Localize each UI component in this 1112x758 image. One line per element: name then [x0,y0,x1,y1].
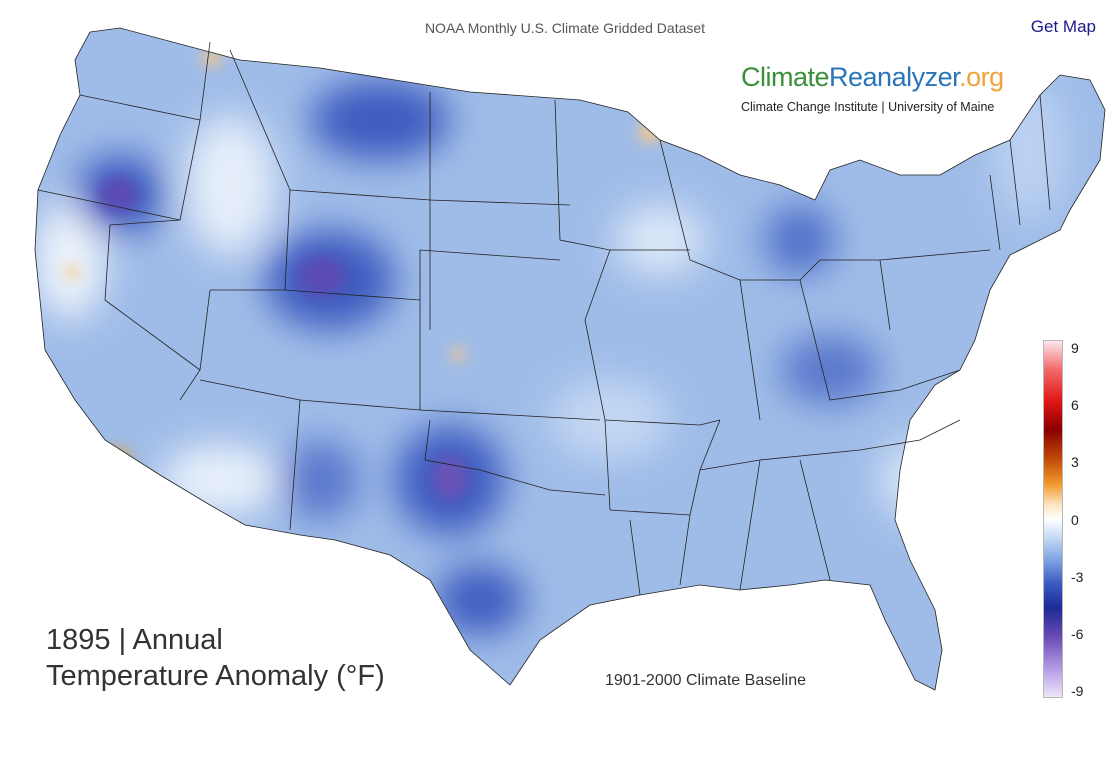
legend-tick-label: 0 [1071,511,1079,528]
brand-part-climate: Climate [741,62,830,92]
legend-tick-label: -3 [1071,568,1084,585]
legend-tick-label: -6 [1071,625,1084,642]
legend-tick-label: 6 [1071,397,1079,414]
legend-tick-label: -9 [1071,683,1084,699]
legend-tick-label: 9 [1071,340,1079,356]
map-title: 1895 | Annual Temperature Anomaly (°F) [46,622,385,694]
brand-logo: ClimateReanalyzer.org [741,64,1004,91]
dataset-title: NOAA Monthly U.S. Climate Gridded Datase… [424,20,706,36]
brand-part-org: .org [959,62,1004,92]
brand-part-reanalyzer: Reanalyzer [829,62,960,92]
brand-subtitle: Climate Change Institute | University of… [741,100,995,114]
color-legend-bar [1043,340,1063,698]
baseline-label: 1901-2000 Climate Baseline [605,672,807,689]
map-title-line2: Temperature Anomaly (°F) [46,660,385,692]
legend-tick-label: 3 [1071,454,1079,471]
get-map-link[interactable]: Get Map [1030,17,1096,36]
map-title-line1: 1895 | Annual [46,624,223,656]
